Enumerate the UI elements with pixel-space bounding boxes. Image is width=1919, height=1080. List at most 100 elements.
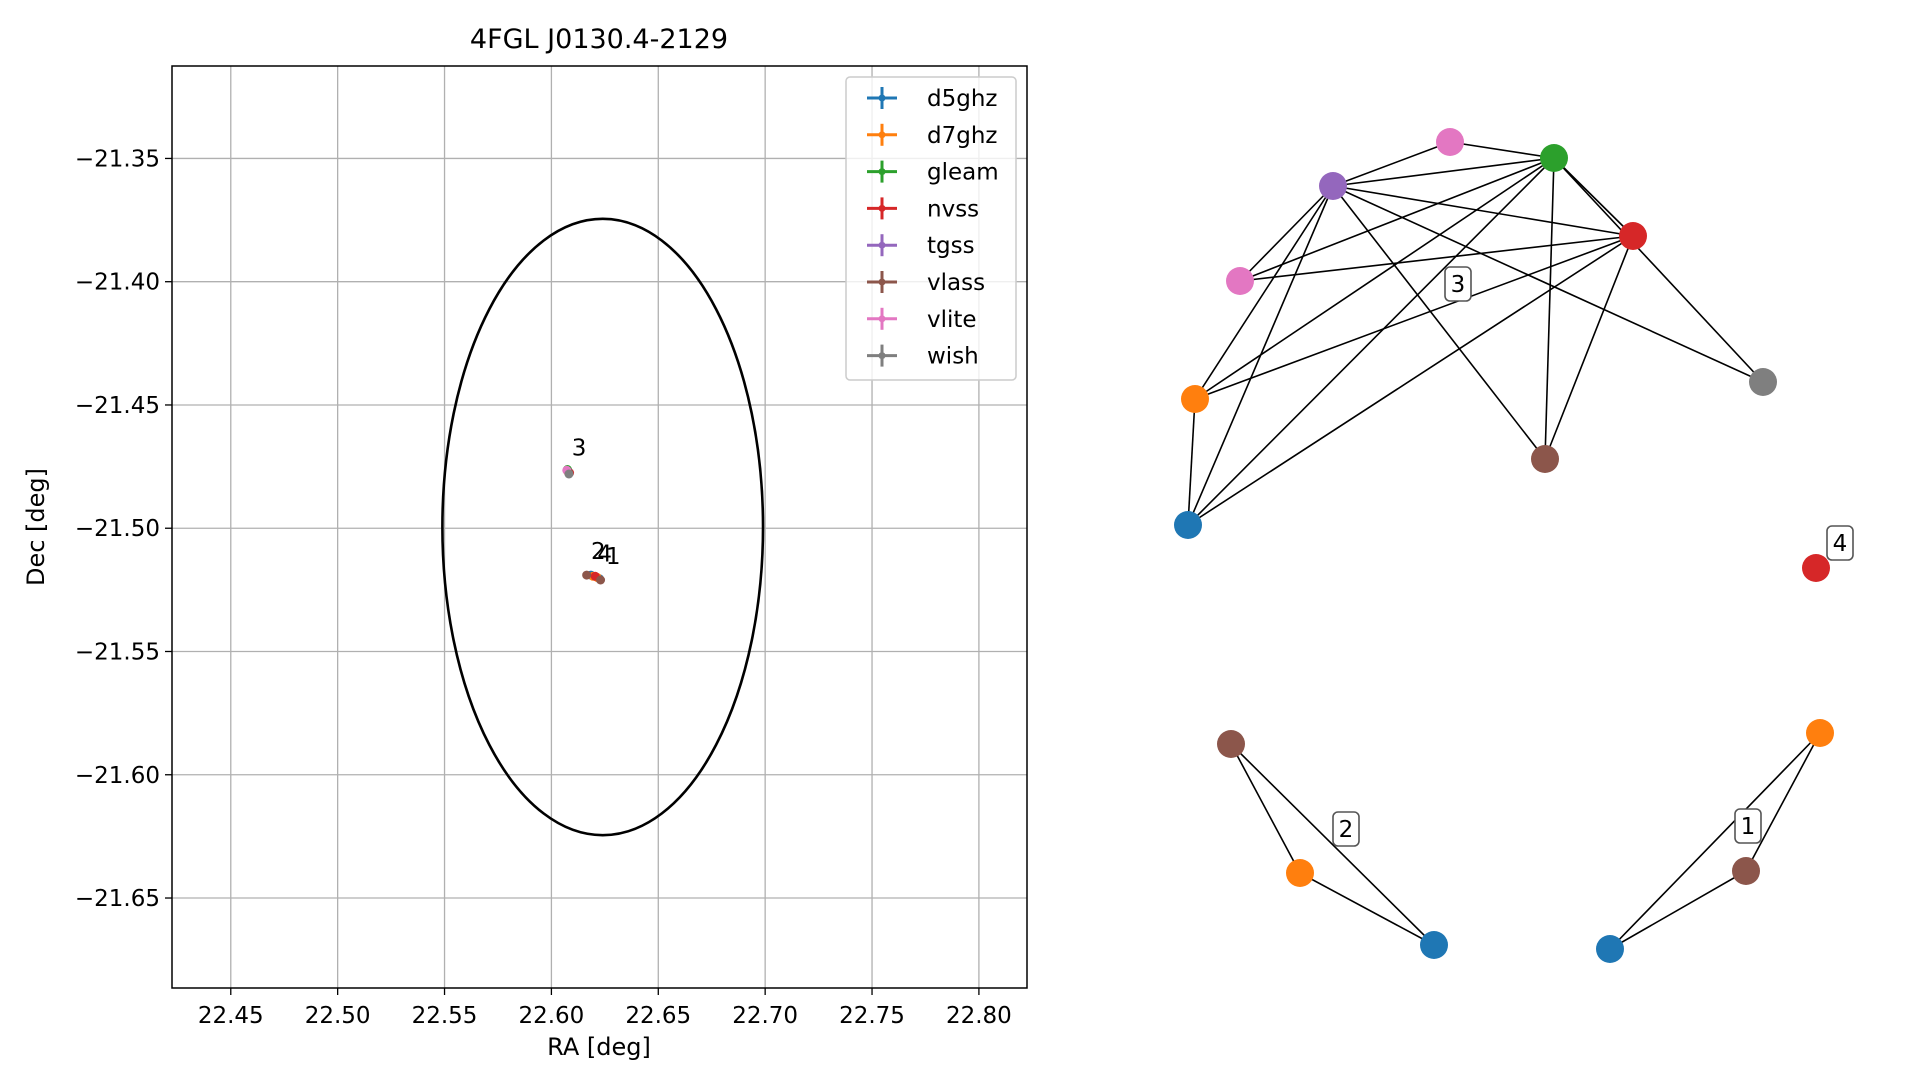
group-label-text: 3 <box>1451 272 1466 298</box>
x-tick-labels: 22.45 22.50 22.55 22.60 22.65 22.70 22.75 22.80 <box>198 988 1012 1029</box>
x-axis-label: RA [deg] <box>547 1033 651 1061</box>
node-d7ghz <box>1806 719 1834 747</box>
grid-lines <box>172 66 1027 988</box>
node-nvss <box>1802 554 1830 582</box>
network-edge <box>1194 235 1634 400</box>
point-annotation: 3 <box>572 436 587 462</box>
x-tick-label: 22.75 <box>839 1003 905 1029</box>
y-tick-label: −21.45 <box>75 393 160 419</box>
legend-label-d5ghz: d5ghz <box>927 86 997 112</box>
data-points <box>562 465 606 585</box>
node-gleam <box>1540 144 1568 172</box>
error-ellipse <box>441 217 765 837</box>
point-annotations: 3 241 <box>572 436 621 570</box>
network-edge <box>1187 157 1555 526</box>
legend-dot-d7ghz <box>878 131 886 139</box>
group-label-text: 2 <box>1339 817 1354 843</box>
network-edge <box>1544 157 1555 460</box>
node-d5ghz <box>1596 935 1624 963</box>
group-label-1: 1 <box>1734 808 1762 844</box>
network-nodes <box>1174 128 1834 963</box>
legend-dot-gleam <box>878 168 886 176</box>
y-tick-label: −21.50 <box>75 516 160 542</box>
y-axis-label: Dec [deg] <box>22 468 50 586</box>
group-label-2: 2 <box>1332 811 1360 847</box>
group-label-box <box>1444 266 1472 302</box>
legend-label-nvss: nvss <box>927 196 979 222</box>
point-annotation: 1 <box>606 544 621 570</box>
network-edge <box>1187 398 1196 526</box>
node-tgss <box>1319 172 1347 200</box>
network-edge <box>1230 743 1435 946</box>
point-wish <box>564 469 574 479</box>
legend-dot-vlass <box>878 278 886 286</box>
node-d7ghz <box>1181 385 1209 413</box>
x-tick-label: 22.45 <box>198 1003 264 1029</box>
plot-frame <box>171 65 1028 989</box>
network-edge <box>1332 141 1451 187</box>
node-d5ghz <box>1174 511 1202 539</box>
network-edge <box>1609 870 1747 950</box>
network-edge <box>1299 872 1435 946</box>
legend-dot-d5ghz <box>878 94 886 102</box>
legend: d5ghz d7ghz gleam nvss tgss vlass vlite wish <box>845 76 1017 381</box>
legend-dot-nvss <box>878 204 886 212</box>
network-edge <box>1332 185 1546 460</box>
network-edge <box>1544 235 1634 460</box>
group-label-box <box>1734 808 1762 844</box>
network-edge <box>1239 157 1555 282</box>
group-label-text: 1 <box>1741 814 1756 840</box>
group-label-box <box>1826 525 1854 561</box>
group-label-4: 4 <box>1826 525 1854 561</box>
y-tick-label: −21.35 <box>75 146 160 172</box>
network-edge <box>1239 235 1634 282</box>
x-tick-label: 22.80 <box>946 1003 1012 1029</box>
legend-label-vlite: vlite <box>927 307 977 333</box>
point-annotation: 4 <box>597 542 612 568</box>
legend-label-vlass: vlass <box>927 270 985 296</box>
network-edge <box>1332 185 1764 383</box>
node-vlite <box>1226 267 1254 295</box>
network-edge <box>1332 157 1555 187</box>
y-tick-label: −21.65 <box>75 886 160 912</box>
node-vlass <box>1732 857 1760 885</box>
x-tick-label: 22.65 <box>625 1003 691 1029</box>
node-nvss <box>1619 222 1647 250</box>
legend-label-tgss: tgss <box>927 233 975 259</box>
node-d7ghz <box>1286 859 1314 887</box>
point-vlass <box>596 575 606 585</box>
legend-label-wish: wish <box>927 344 979 370</box>
network-edge <box>1609 732 1821 950</box>
network-edge <box>1194 157 1555 400</box>
legend-box <box>845 76 1017 381</box>
network-panel: 3 4 2 1 <box>1174 128 1854 963</box>
chart-title: 4FGL J0130.4-2129 <box>470 24 728 55</box>
group-label-text: 4 <box>1833 531 1848 557</box>
y-tick-label: −21.40 <box>75 270 160 296</box>
legend-label-gleam: gleam <box>927 160 999 186</box>
network-edge <box>1239 185 1334 282</box>
node-vlass <box>1217 730 1245 758</box>
point-annotation: 2 <box>591 539 606 565</box>
x-tick-label: 22.50 <box>305 1003 371 1029</box>
node-vlite <box>1436 128 1464 156</box>
node-d5ghz <box>1420 931 1448 959</box>
node-vlass <box>1531 445 1559 473</box>
network-edge <box>1187 235 1634 526</box>
network-edges <box>1187 141 1821 950</box>
node-wish <box>1749 368 1777 396</box>
point-vlass <box>582 570 592 580</box>
network-edge <box>1449 141 1555 159</box>
legend-dot-vlite <box>878 315 886 323</box>
error-ellipse-group <box>441 217 765 837</box>
network-edge <box>1230 743 1301 874</box>
x-tick-label: 22.60 <box>518 1003 584 1029</box>
legend-dot-wish <box>878 352 886 360</box>
y-tick-label: −21.55 <box>75 639 160 665</box>
network-edge <box>1332 185 1634 237</box>
legend-label-d7ghz: d7ghz <box>927 123 997 149</box>
x-tick-label: 22.70 <box>732 1003 798 1029</box>
x-tick-label: 22.55 <box>412 1003 478 1029</box>
